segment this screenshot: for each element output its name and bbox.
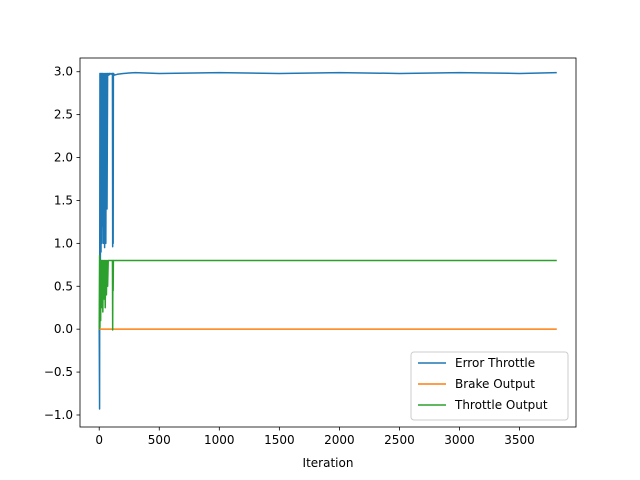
plot-frame [79,57,577,428]
y-tick-label: 1.5 [54,193,73,207]
legend-box [410,351,569,421]
x-tick-label: 3000 [444,433,475,447]
legend-label-brake-output: Brake Output [455,377,535,391]
x-axis-label: Iteration [303,456,354,470]
x-tick-label: 500 [148,433,171,447]
x-tick-label: 3500 [504,433,535,447]
x-axis: 0 500 1000 1500 2000 2500 3000 3500 [95,427,535,447]
legend: Error Throttle Brake Output Throttle Outpu… [410,351,569,421]
legend-label-error-throttle: Error Throttle [455,356,535,370]
y-tick-label: 0.5 [54,279,73,293]
x-tick-label: 1000 [204,433,235,447]
series-line-throttle-output [98,254,557,331]
y-axis: −1.0 −0.5 0.0 0.5 1.0 1.5 2.0 2.5 3.0 [44,65,80,422]
y-tick-label: −1.0 [44,408,73,422]
series-line-error-throttle [98,71,557,410]
y-tick-label: 1.0 [54,236,73,250]
x-tick-label: 2500 [384,433,415,447]
x-tick-label: 2000 [324,433,355,447]
series-layer [98,71,557,410]
y-tick-label: 2.5 [54,108,73,122]
y-tick-label: 0.0 [54,322,73,336]
x-tick-label: 0 [95,433,103,447]
legend-label-throttle-output: Throttle Output [454,398,548,412]
y-tick-label: 2.0 [54,151,73,165]
y-tick-label: −0.5 [44,365,73,379]
x-tick-label: 1500 [264,433,295,447]
y-tick-label: 3.0 [54,65,73,79]
